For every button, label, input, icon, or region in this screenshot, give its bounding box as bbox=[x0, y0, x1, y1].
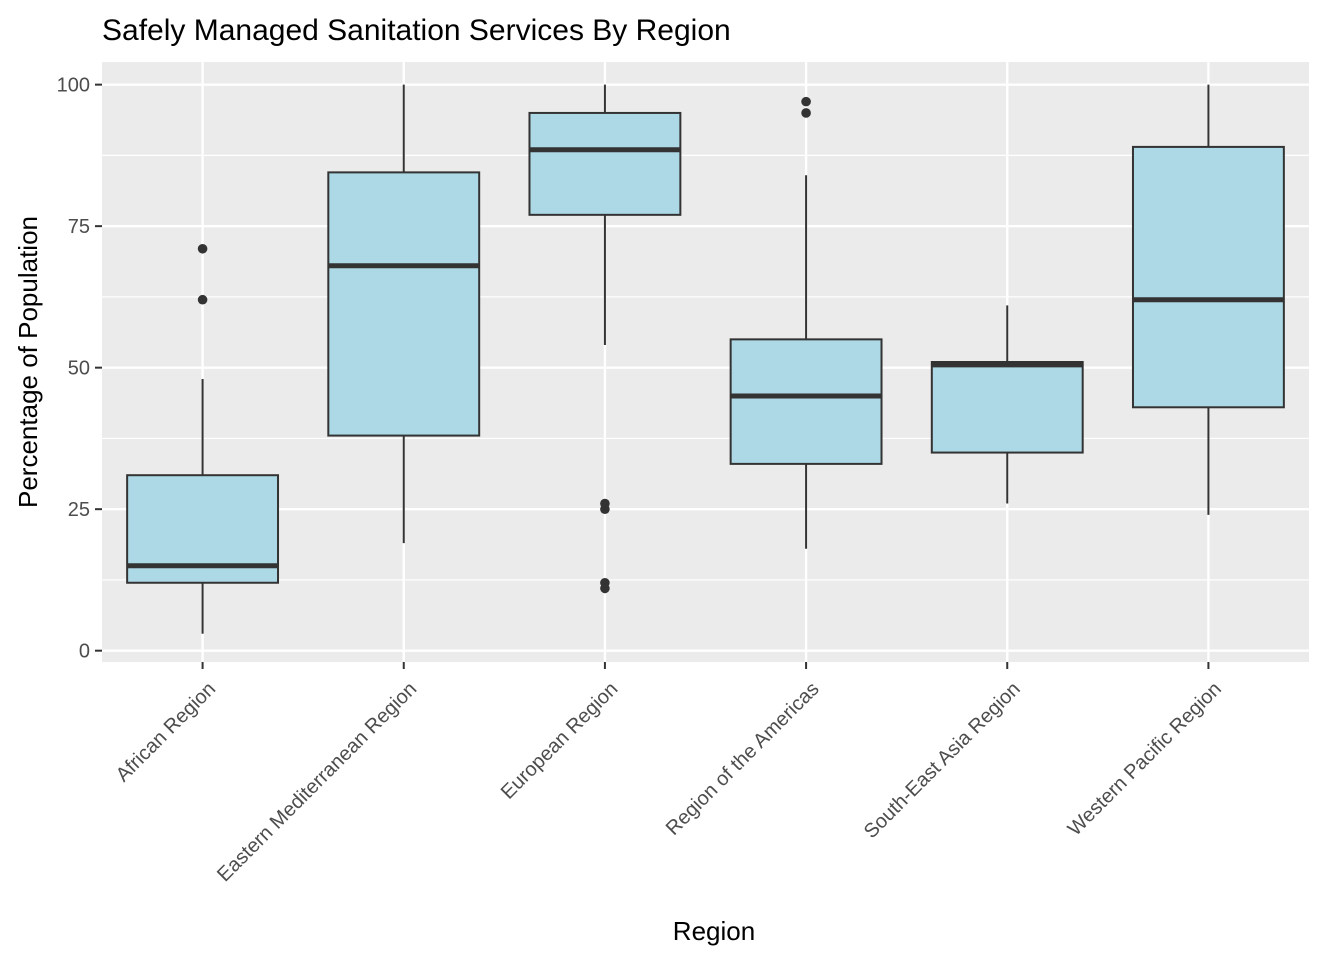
outlier-point bbox=[801, 96, 811, 107]
outlier-point bbox=[197, 294, 208, 305]
y-tick-label: 0 bbox=[79, 641, 90, 663]
x-tick-label: Eastern Mediterranean Region bbox=[213, 678, 421, 886]
outlier-point bbox=[197, 243, 208, 254]
x-tick-label: Region of the Americas bbox=[662, 678, 824, 840]
box-iqr bbox=[327, 171, 481, 437]
outlier-point bbox=[600, 577, 610, 588]
box-group bbox=[126, 243, 280, 634]
box-group bbox=[528, 84, 682, 594]
outlier-point bbox=[801, 108, 811, 118]
y-tick-label: 100 bbox=[57, 75, 90, 97]
box-iqr bbox=[528, 111, 682, 216]
box-group bbox=[930, 305, 1084, 504]
plot-panel bbox=[102, 62, 1309, 662]
box-group bbox=[327, 84, 481, 544]
box-series bbox=[126, 84, 1285, 634]
box-iqr bbox=[930, 361, 1084, 454]
x-tick-label: African Region bbox=[112, 678, 220, 786]
y-tick-label: 50 bbox=[68, 358, 90, 380]
y-axis: 0 25 50 75 100 bbox=[57, 75, 102, 663]
box-group bbox=[1131, 84, 1285, 515]
y-tick-label: 25 bbox=[68, 499, 90, 521]
box-group bbox=[729, 96, 883, 549]
x-tick-label: European Region bbox=[497, 678, 623, 804]
x-tick-label: South-East Asia Region bbox=[860, 678, 1025, 843]
box-iqr bbox=[729, 338, 883, 465]
x-axis-title: Region bbox=[673, 916, 755, 946]
outlier-point bbox=[600, 498, 610, 509]
x-tick-label: Western Pacific Region bbox=[1064, 678, 1226, 840]
y-tick-label: 75 bbox=[68, 216, 90, 238]
y-axis-title: Percentage of Population bbox=[13, 216, 43, 508]
chart-title: Safely Managed Sanitation Services By Re… bbox=[102, 14, 731, 47]
box-iqr bbox=[1131, 145, 1285, 409]
